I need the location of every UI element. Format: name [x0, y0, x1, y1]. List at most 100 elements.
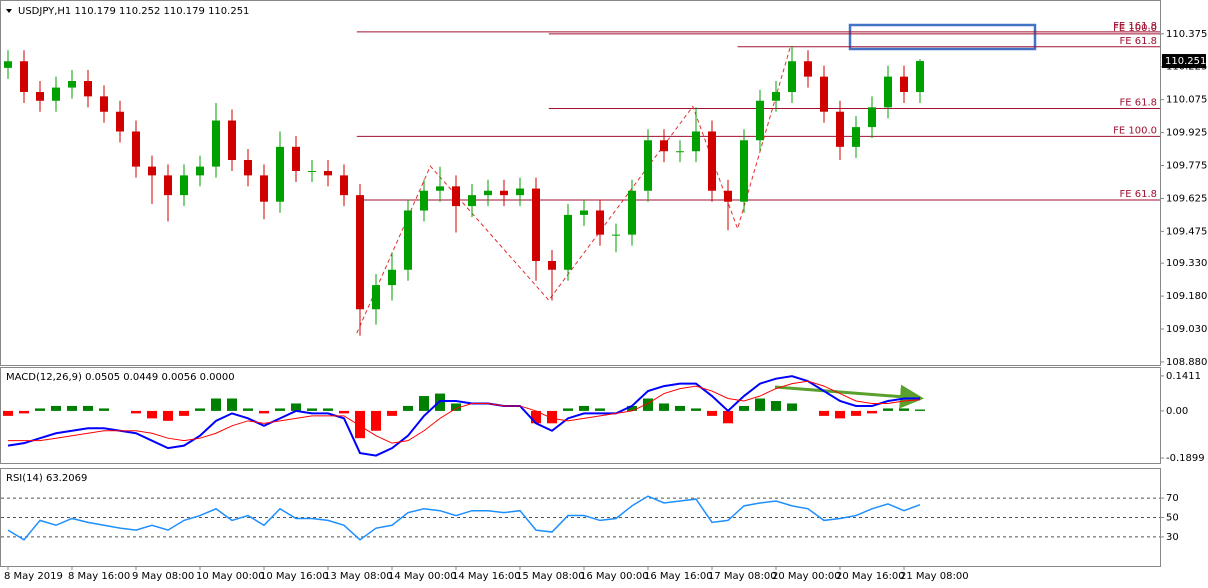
- panel-title: MACD(12,26,9) 0.0505 0.0449 0.0056 0.000…: [6, 372, 235, 383]
- macd-bar: [19, 410, 29, 414]
- fe-label: FE 100.0: [1113, 23, 1157, 34]
- macd-bar: [131, 410, 141, 414]
- macd-bar: [339, 410, 349, 414]
- macd-bar: [883, 408, 893, 411]
- y-tick-label: 30: [1166, 532, 1179, 543]
- candle-body: [900, 76, 908, 92]
- macd-bar: [691, 408, 701, 411]
- candle-body: [628, 190, 636, 235]
- macd-bar: [643, 398, 653, 411]
- symbol-header: USDJPY,H1 110.179 110.252 110.179 110.25…: [18, 6, 249, 17]
- macd-bar: [35, 408, 45, 411]
- macd-bar: [323, 408, 333, 411]
- y-tick-label: 109.180: [1166, 291, 1207, 302]
- candle-body: [884, 76, 892, 108]
- candle-body: [308, 170, 316, 172]
- macd-bar: [227, 398, 237, 411]
- macd-bar: [67, 405, 77, 411]
- macd-panel: [0, 367, 1161, 464]
- y-tick-label: 50: [1166, 513, 1179, 524]
- macd-bar: [563, 408, 573, 411]
- macd-line: [7, 375, 921, 457]
- macd-bar: [291, 403, 301, 411]
- candle-body: [388, 269, 396, 286]
- macd-bar: [851, 410, 861, 416]
- price-panel: [0, 0, 1161, 366]
- macd-bar: [371, 410, 381, 431]
- macd-bar: [99, 408, 109, 411]
- macd-bar: [867, 410, 877, 414]
- candle-body: [292, 146, 300, 171]
- x-tick-label: 15 May 08:00: [516, 571, 585, 582]
- candle-body: [260, 175, 268, 202]
- candle-body: [356, 195, 364, 310]
- macd-bar: [627, 405, 637, 411]
- menu-arrow[interactable]: [6, 9, 12, 13]
- candle-body: [708, 131, 716, 191]
- candle-body: [788, 61, 796, 92]
- x-tick-label: 10 May 16:00: [260, 571, 329, 582]
- macd-bar: [403, 405, 413, 411]
- macd-bar: [659, 403, 669, 411]
- macd-bar: [419, 396, 429, 411]
- y-tick-label: 110.375: [1166, 29, 1207, 40]
- fe-label: FE 161.8: [1113, 21, 1157, 32]
- macd-bar: [531, 410, 541, 424]
- fe-label: FE 61.8: [1119, 97, 1157, 108]
- candle-body: [484, 190, 492, 196]
- rsi-line: [7, 495, 921, 541]
- candle-body: [20, 61, 28, 92]
- macd-bar: [83, 405, 93, 411]
- candle-body: [436, 186, 444, 191]
- macd-bar: [387, 410, 397, 416]
- candle-body: [756, 100, 764, 141]
- candle-body: [148, 166, 156, 176]
- fe-label: FE 100.0: [1113, 125, 1157, 136]
- y-tick-label: 109.775: [1166, 161, 1207, 172]
- macd-bar: [595, 408, 605, 411]
- candle-body: [52, 87, 60, 101]
- candle-body: [676, 151, 684, 153]
- x-tick-label: 20 May 00:00: [772, 571, 841, 582]
- candle-body: [596, 210, 604, 235]
- candle-body: [196, 166, 204, 176]
- candle-body: [372, 285, 380, 310]
- macd-bar: [195, 408, 205, 411]
- x-tick-label: 14 May 00:00: [388, 571, 457, 582]
- x-tick-label: 14 May 16:00: [452, 571, 521, 582]
- candle-body: [564, 214, 572, 270]
- candle-body: [116, 111, 124, 132]
- price-tag: [1162, 54, 1206, 69]
- macd-bar: [579, 405, 589, 411]
- candle-body: [724, 190, 732, 202]
- macd-bar: [707, 410, 717, 416]
- candle-body: [132, 131, 140, 167]
- zigzag: [356, 46, 791, 334]
- macd-bar: [819, 410, 829, 416]
- candle-body: [532, 188, 540, 261]
- candle-body: [612, 234, 620, 236]
- macd-bar: [755, 398, 765, 411]
- macd-bar: [675, 405, 685, 411]
- macd-bar: [307, 408, 317, 411]
- highlight-box: [848, 23, 1037, 51]
- y-tick-label: 110.075: [1166, 95, 1207, 106]
- y-tick-label: 70: [1166, 493, 1179, 504]
- candle-body: [692, 131, 700, 152]
- fe-label: FE 61.8: [1119, 36, 1157, 47]
- candle-body: [228, 120, 236, 161]
- macd-bar: [355, 410, 365, 439]
- y-tick-label: 0.1411: [1166, 371, 1201, 382]
- macd-bar: [163, 410, 173, 421]
- y-tick-label: 109.925: [1166, 128, 1207, 139]
- x-tick-label: 16 May 16:00: [644, 571, 713, 582]
- x-tick-label: 20 May 16:00: [836, 571, 905, 582]
- y-tick-label: 108.880: [1166, 357, 1207, 368]
- price-tag-label: 110.251: [1165, 56, 1206, 67]
- candle-body: [660, 140, 668, 152]
- candle-body: [404, 210, 412, 270]
- candle-body: [420, 190, 428, 211]
- candle-body: [324, 170, 332, 176]
